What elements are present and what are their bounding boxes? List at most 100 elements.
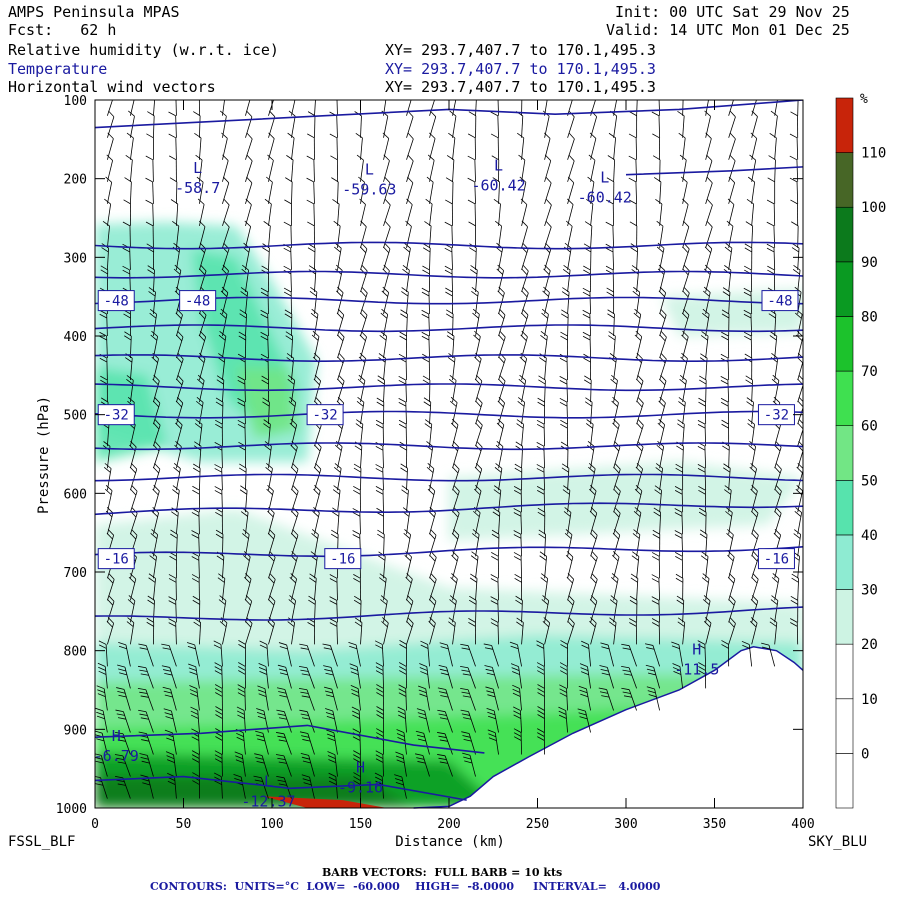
barb-flag [322, 643, 331, 646]
wind-barb [329, 574, 338, 601]
wind-barb [751, 573, 759, 601]
barb-flag [129, 466, 136, 474]
wind-barb [173, 463, 181, 491]
wind-barb [148, 573, 156, 601]
barb-flag [728, 598, 735, 606]
barb-flag [724, 489, 732, 495]
barb-flag [703, 595, 711, 602]
barb-flag [329, 622, 338, 627]
wind-barb [743, 309, 753, 337]
barb-flag [791, 247, 800, 253]
barb-flag [276, 709, 285, 713]
contour-label: -16 [104, 552, 129, 568]
barb-flag [401, 485, 409, 491]
wind-barb [298, 665, 315, 689]
barb-flag [791, 221, 799, 227]
wind-barb [449, 396, 458, 425]
barb-flag [606, 291, 614, 297]
barb-flag [613, 529, 621, 536]
barb-flag [607, 313, 615, 319]
barb-flag [537, 684, 545, 689]
barb-flag [499, 374, 506, 382]
barb-flag [269, 89, 277, 95]
barb-flag [146, 617, 154, 623]
wind-barb [95, 753, 108, 777]
barb-shaft [728, 116, 736, 138]
barb-flag [515, 441, 523, 447]
barb-flag [360, 330, 367, 338]
barb-flag [743, 287, 752, 293]
barb-flag [97, 693, 106, 697]
barb-flag [540, 331, 548, 337]
barb-flag [474, 356, 481, 363]
barb-flag [698, 507, 707, 513]
wind-barb [283, 221, 292, 248]
barb-flag [675, 463, 683, 469]
barb-flag [95, 783, 104, 786]
y-tick-label: 600 [64, 487, 87, 502]
wind-barb [105, 176, 113, 204]
barb-shaft [452, 137, 456, 160]
barb-flag [651, 552, 660, 557]
barb-flag [197, 198, 205, 205]
barb-flag [467, 133, 476, 139]
barb-shaft [337, 203, 340, 226]
barb-flag [464, 760, 473, 764]
barb-flag [496, 268, 503, 275]
barb-flag [491, 533, 500, 539]
wind-barb [333, 220, 341, 248]
barb-flag [378, 353, 386, 359]
barb-flag [104, 488, 112, 495]
barb-flag [376, 684, 384, 689]
barb-flag [660, 374, 667, 382]
wind-barb [774, 485, 782, 513]
barb-flag [95, 760, 104, 764]
wind-barb [336, 308, 345, 337]
barb-flag [279, 646, 288, 650]
barb-flag [267, 510, 274, 518]
barb-shaft [727, 380, 730, 403]
wind-barb [437, 732, 453, 755]
contour-label-box [179, 290, 217, 312]
wind-barb [675, 463, 684, 491]
barb-flag [790, 595, 799, 601]
barb-flag [337, 334, 344, 342]
barb-flag [751, 595, 759, 602]
barb-flag [656, 444, 664, 451]
barb-flag [451, 532, 459, 540]
barb-flag [558, 706, 566, 711]
barb-flag [191, 758, 200, 763]
barb-flag [117, 739, 126, 742]
wind-barb [191, 574, 200, 601]
barb-flag [660, 330, 667, 338]
wind-barb [678, 397, 686, 425]
wind-barb-layer [95, 89, 803, 799]
barb-flag [255, 757, 264, 760]
wind-barb [152, 374, 160, 403]
barb-flag [353, 780, 361, 785]
barb-flag [315, 440, 322, 448]
barb-flag [170, 529, 178, 535]
colorbar-segment [835, 534, 854, 590]
wind-barb [126, 617, 135, 645]
barb-flag [379, 577, 387, 583]
barb-flag [450, 396, 458, 403]
wind-barb [498, 374, 506, 403]
barb-flag [449, 374, 457, 381]
barb-flag [140, 673, 149, 676]
barb-flag [612, 551, 620, 558]
barb-flag [521, 290, 528, 298]
barb-shaft [452, 159, 455, 182]
barb-flag [215, 706, 223, 711]
barb-flag [646, 647, 655, 650]
wind-barb [260, 309, 269, 337]
barb-flag [122, 247, 130, 253]
barb-flag [772, 89, 780, 94]
barb-flag [309, 577, 317, 583]
barb-flag [609, 353, 617, 359]
wind-barb [300, 752, 315, 777]
barb-flag [217, 577, 225, 583]
barb-shaft [590, 557, 598, 579]
barb-flag [353, 578, 361, 583]
wind-barb [629, 618, 638, 645]
